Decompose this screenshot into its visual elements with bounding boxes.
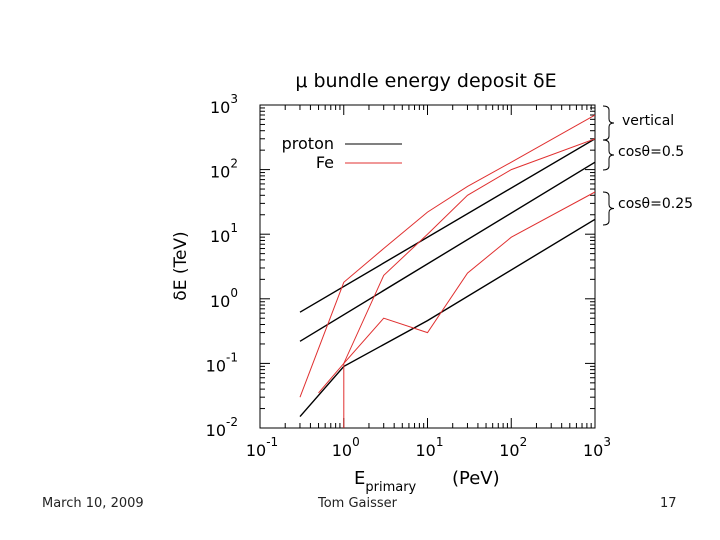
x-axis-label: Eprimary [354,468,417,495]
brace-mark [602,105,615,141]
annotation-layer: vertical cosθ=0.5 cosθ=0.25 [618,113,693,212]
series-line-proton-cos-0-25 [299,218,595,418]
legend-label-fe: Fe [316,153,334,172]
series-line-fe-vertical [299,114,595,398]
annotation-vertical: vertical [622,113,674,129]
annotation-cos-0.25: cosθ=0.25 [618,196,693,212]
x-tick-label: 103 [583,435,611,460]
series-line-proton-vertical [299,138,595,313]
x-tick-label: 10-1 [246,435,278,460]
annotation-cos-0.5: cosθ=0.5 [618,144,684,160]
plot-frame [259,104,596,429]
chart-title: μ bundle energy deposit δE [295,70,556,92]
brace-mark [602,139,615,171]
y-tick-label: 10-1 [206,350,238,375]
y-tick-label: 10-2 [206,415,238,440]
legend: proton Fe [282,134,402,172]
x-axis-label-main: E [354,468,365,489]
footer-page-number: 17 [660,496,677,511]
x-tick-label: 102 [499,435,527,460]
x-axis-label-sub: primary [365,480,416,495]
x-tick-label: 100 [332,435,360,460]
y-tick-label: 103 [210,92,238,117]
x-axis-unit: (PeV) [452,468,500,489]
x-tick-label: 101 [416,435,444,460]
series-line-fe-cos-0-25 [343,191,595,428]
series-line-fe-cos-0-5 [318,138,595,394]
footer-author: Tom Gaisser [318,496,398,511]
y-tick-label: 101 [210,221,238,246]
series-layer [299,114,595,428]
brace-layer [602,105,615,226]
y-tick-label: 100 [210,286,238,311]
legend-label-proton: proton [282,134,334,153]
y-axis-label: δE (TeV) [171,231,191,300]
brace-mark [602,191,615,226]
footer-date: March 10, 2009 [42,496,144,511]
series-line-proton-cos-0-5 [299,161,595,342]
y-tick-label: 102 [210,157,238,182]
